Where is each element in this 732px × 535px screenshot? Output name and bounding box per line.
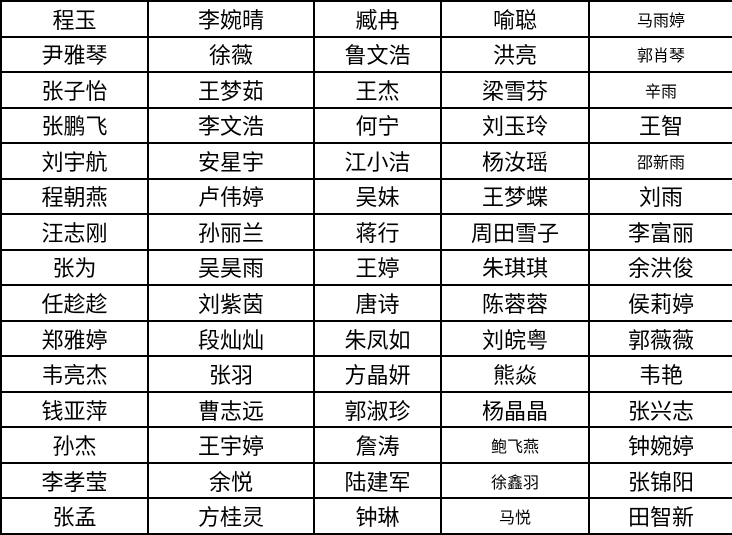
name-cell: 梁雪芬 <box>440 71 590 109</box>
name-cell: 吴妹 <box>313 177 442 216</box>
name-cell: 汪志刚 <box>0 213 149 251</box>
name-cell: 郭薇薇 <box>588 319 732 358</box>
name-cell: 孙杰 <box>0 426 149 464</box>
name-cell: 王梦茹 <box>147 71 315 109</box>
name-cell: 杨汝瑶 <box>440 142 590 180</box>
name-cell: 郭淑珍 <box>313 390 442 429</box>
name-cell: 钱亚萍 <box>0 390 149 429</box>
name-cell: 徐薇 <box>147 35 315 74</box>
table-row: 张鹏飞 李文浩 何宁 刘玉玲 王智 <box>0 106 732 145</box>
name-cell: 张子怡 <box>0 71 149 109</box>
name-cell: 孙丽兰 <box>147 213 315 251</box>
name-cell: 蒋行 <box>313 213 442 251</box>
table-row: 刘宇航 安星宇 江小洁 杨汝瑶 邵新雨 <box>0 142 732 180</box>
name-cell: 李富丽 <box>588 213 732 251</box>
name-cell: 马悦 <box>440 497 590 535</box>
table-row: 程朝燕 卢伟婷 吴妹 王梦蝶 刘雨 <box>0 177 732 216</box>
name-cell: 张兴志 <box>588 390 732 429</box>
table-row: 钱亚萍 曹志远 郭淑珍 杨晶晶 张兴志 <box>0 390 732 429</box>
name-cell: 陈蓉蓉 <box>440 284 590 322</box>
name-cell: 韦艳 <box>588 355 732 393</box>
name-cell: 方桂灵 <box>147 497 315 535</box>
name-cell: 鲍飞燕 <box>440 426 590 464</box>
name-cell: 任趁趁 <box>0 284 149 322</box>
name-cell: 刘皖粤 <box>440 319 590 358</box>
name-cell: 王婷 <box>313 248 442 287</box>
name-cell: 朱凤如 <box>313 319 442 358</box>
table-row: 韦亮杰 张羽 方晶妍 熊焱 韦艳 <box>0 355 732 393</box>
name-cell: 郑雅婷 <box>0 319 149 358</box>
name-cell: 辛雨 <box>588 71 732 109</box>
name-cell: 安星宇 <box>147 142 315 180</box>
name-cell: 程玉 <box>0 0 149 38</box>
name-cell: 喻聪 <box>440 0 590 38</box>
name-cell: 何宁 <box>313 106 442 145</box>
table-row: 张子怡 王梦茹 王杰 梁雪芬 辛雨 <box>0 71 732 109</box>
name-cell: 张羽 <box>147 355 315 393</box>
name-cell: 江小洁 <box>313 142 442 180</box>
name-cell: 吴昊雨 <box>147 248 315 287</box>
table-row: 张为 吴昊雨 王婷 朱琪琪 余洪俊 <box>0 248 732 287</box>
name-cell: 卢伟婷 <box>147 177 315 216</box>
name-cell: 方晶妍 <box>313 355 442 393</box>
name-cell: 程朝燕 <box>0 177 149 216</box>
name-cell: 朱琪琪 <box>440 248 590 287</box>
name-cell: 熊焱 <box>440 355 590 393</box>
name-cell: 周田雪子 <box>440 213 590 251</box>
name-cell: 侯莉婷 <box>588 284 732 322</box>
table-row: 汪志刚 孙丽兰 蒋行 周田雪子 李富丽 <box>0 213 732 251</box>
name-cell: 臧冉 <box>313 0 442 38</box>
name-cell: 张孟 <box>0 497 149 535</box>
table-row: 程玉 李婉晴 臧冉 喻聪 马雨婷 <box>0 0 732 38</box>
name-cell: 余洪俊 <box>588 248 732 287</box>
name-cell: 王智 <box>588 106 732 145</box>
name-cell: 刘宇航 <box>0 142 149 180</box>
name-cell: 张鹏飞 <box>0 106 149 145</box>
table-row: 李孝莹 余悦 陆建军 徐鑫羽 张锦阳 <box>0 461 732 500</box>
name-cell: 尹雅琴 <box>0 35 149 74</box>
name-cell: 刘玉玲 <box>440 106 590 145</box>
name-cell: 唐诗 <box>313 284 442 322</box>
name-cell: 张为 <box>0 248 149 287</box>
table-row: 尹雅琴 徐薇 鲁文浩 洪亮 郭肖琴 <box>0 35 732 74</box>
name-cell: 鲁文浩 <box>313 35 442 74</box>
name-cell: 钟婉婷 <box>588 426 732 464</box>
table-row: 郑雅婷 段灿灿 朱凤如 刘皖粤 郭薇薇 <box>0 319 732 358</box>
name-cell: 李文浩 <box>147 106 315 145</box>
name-cell: 韦亮杰 <box>0 355 149 393</box>
table-row: 孙杰 王宇婷 詹涛 鲍飞燕 钟婉婷 <box>0 426 732 464</box>
name-cell: 杨晶晶 <box>440 390 590 429</box>
name-cell: 钟琳 <box>313 497 442 535</box>
name-cell: 詹涛 <box>313 426 442 464</box>
name-cell: 王梦蝶 <box>440 177 590 216</box>
name-cell: 洪亮 <box>440 35 590 74</box>
name-cell: 刘雨 <box>588 177 732 216</box>
name-cell: 田智新 <box>588 497 732 535</box>
table-row: 任趁趁 刘紫茵 唐诗 陈蓉蓉 侯莉婷 <box>0 284 732 322</box>
name-cell: 徐鑫羽 <box>440 461 590 500</box>
name-cell: 段灿灿 <box>147 319 315 358</box>
name-cell: 邵新雨 <box>588 142 732 180</box>
name-cell: 王杰 <box>313 71 442 109</box>
name-cell: 陆建军 <box>313 461 442 500</box>
name-cell: 王宇婷 <box>147 426 315 464</box>
name-cell: 张锦阳 <box>588 461 732 500</box>
name-cell: 李婉晴 <box>147 0 315 38</box>
name-cell: 刘紫茵 <box>147 284 315 322</box>
name-cell: 马雨婷 <box>588 0 732 38</box>
name-cell: 郭肖琴 <box>588 35 732 74</box>
name-cell: 李孝莹 <box>0 461 149 500</box>
name-cell: 曹志远 <box>147 390 315 429</box>
table-row: 张孟 方桂灵 钟琳 马悦 田智新 <box>0 497 732 535</box>
name-cell: 余悦 <box>147 461 315 500</box>
